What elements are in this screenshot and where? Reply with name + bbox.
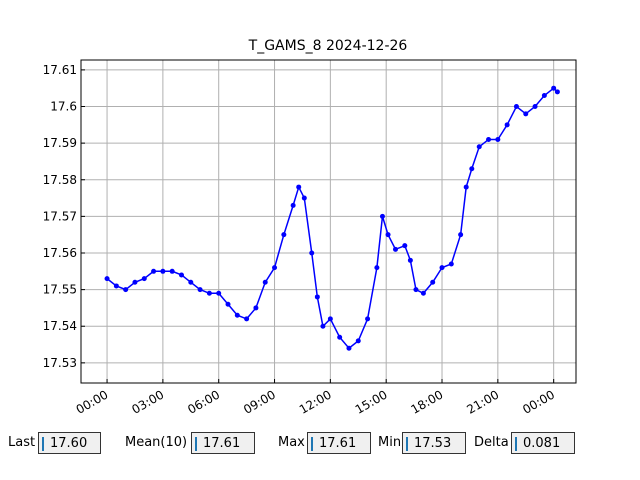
y-tick-label: 17.6 <box>50 100 77 114</box>
data-point <box>262 279 268 285</box>
data-point <box>104 276 110 282</box>
data-point <box>551 85 557 91</box>
data-point <box>407 257 413 263</box>
x-tick-label: 09:00 <box>241 387 278 416</box>
data-point <box>151 268 157 274</box>
x-tick-label: 15:00 <box>353 387 390 416</box>
y-tick-label: 17.56 <box>43 246 77 260</box>
data-point <box>486 136 492 142</box>
data-point <box>402 243 408 249</box>
y-tick-label: 17.54 <box>43 319 77 333</box>
data-point <box>309 250 315 256</box>
data-point <box>327 316 333 322</box>
data-point <box>234 312 240 318</box>
data-point <box>301 195 307 201</box>
field-label: Min <box>378 435 402 450</box>
data-point <box>320 323 326 329</box>
y-tick-label: 17.61 <box>43 63 77 77</box>
field-label: Delta <box>474 435 509 450</box>
data-point <box>523 111 529 117</box>
data-point <box>448 261 454 267</box>
data-point <box>141 276 147 282</box>
data-point <box>365 316 371 322</box>
data-point <box>355 338 361 344</box>
field-value[interactable]: 17.61 <box>307 432 371 454</box>
data-point <box>337 334 343 340</box>
y-tick-label: 17.53 <box>43 356 77 370</box>
data-point <box>392 246 398 252</box>
data-point <box>385 232 391 238</box>
field-label: Mean(10) <box>125 435 188 450</box>
data-point <box>495 136 501 142</box>
x-tick-label: 12:00 <box>297 387 334 416</box>
y-tick-label: 17.57 <box>43 209 77 223</box>
data-point <box>463 184 469 190</box>
data-point <box>458 232 464 238</box>
data-point <box>532 104 538 110</box>
data-point <box>413 287 419 293</box>
data-point <box>469 166 475 172</box>
data-point <box>420 290 426 296</box>
data-point <box>541 93 547 99</box>
data-point <box>281 232 287 238</box>
data-point <box>253 305 259 311</box>
field-label: Max <box>278 435 305 450</box>
x-tick-label: 03:00 <box>129 387 166 416</box>
data-point <box>178 272 184 278</box>
y-tick-label: 17.55 <box>43 283 77 297</box>
data-point <box>439 265 445 271</box>
data-point <box>113 283 119 289</box>
data-point <box>216 290 222 296</box>
x-tick-label: 06:00 <box>185 387 222 416</box>
data-point <box>379 213 385 219</box>
data-point <box>290 202 296 208</box>
data-point <box>513 104 519 110</box>
x-tick-label: 00:00 <box>74 387 111 416</box>
plot-frame <box>80 59 577 384</box>
data-point <box>272 265 278 271</box>
data-point <box>132 279 138 285</box>
data-point <box>476 144 482 150</box>
data-point <box>206 290 212 296</box>
data-point <box>296 184 302 190</box>
data-point <box>314 294 320 300</box>
field-value[interactable]: 17.60 <box>38 432 101 454</box>
data-point <box>346 345 352 351</box>
chart-title: T_GAMS_8 2024-12-26 <box>248 38 408 54</box>
field-label: Last <box>8 435 36 450</box>
data-point <box>169 268 175 274</box>
x-tick-label: 21:00 <box>464 387 501 416</box>
y-tick-label: 17.58 <box>43 173 77 187</box>
y-tick-label: 17.59 <box>43 136 77 150</box>
data-point <box>160 268 166 274</box>
data-point <box>244 316 250 322</box>
data-point <box>225 301 231 307</box>
series-line <box>106 87 558 350</box>
x-tick-label: 18:00 <box>409 387 446 416</box>
x-tick-label: 00:00 <box>520 387 557 416</box>
data-point <box>374 265 380 271</box>
field-value[interactable]: 0.081 <box>511 432 575 454</box>
data-point <box>504 122 510 128</box>
data-point <box>554 89 560 95</box>
field-value[interactable]: 17.53 <box>402 432 466 454</box>
field-value[interactable]: 17.61 <box>191 432 255 454</box>
data-point <box>123 287 129 293</box>
data-point <box>430 279 436 285</box>
data-point <box>197 287 203 293</box>
data-point <box>188 279 194 285</box>
